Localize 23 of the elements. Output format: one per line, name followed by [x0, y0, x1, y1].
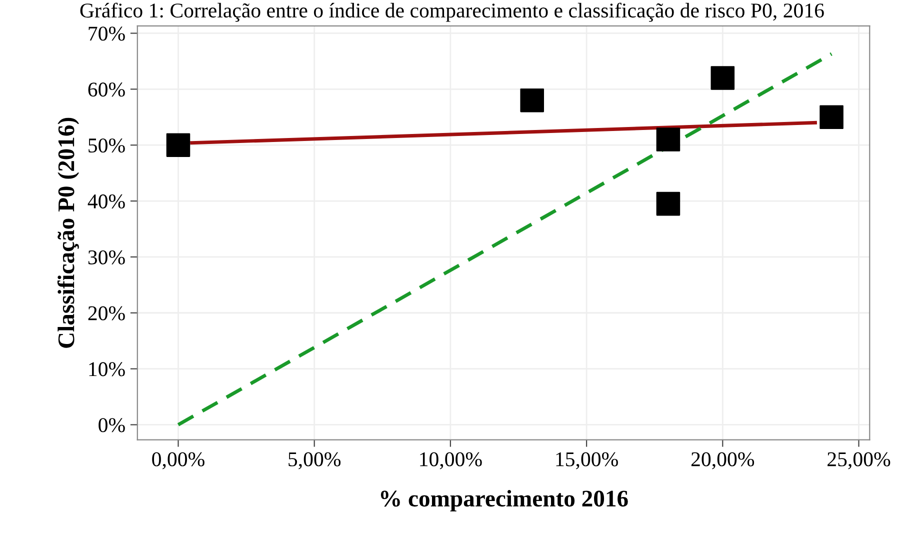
chart-title: Gráfico 1: Correlação entre o índice de comparecimento e classificação de risco P0, 2016: [80, 2, 824, 22]
x-tick-label: 25,00%: [828, 452, 890, 470]
y-tick-label: 40%: [88, 194, 125, 209]
point: [710, 66, 735, 90]
x-tick-label: 20,00%: [691, 452, 754, 470]
x-tick-label: 15,00%: [556, 452, 618, 470]
x-axis-title: % comparecimento 2016: [380, 490, 628, 512]
x-tick-label: 0,00%: [152, 452, 204, 470]
y-tick-label: 30%: [88, 250, 125, 264]
x-tick-label: 10,00%: [420, 452, 482, 470]
point: [520, 88, 544, 112]
point: [656, 128, 680, 152]
point: [820, 105, 844, 130]
point: [166, 133, 190, 157]
x-tick-label: 5,00%: [288, 452, 341, 470]
y-axis-title: Classificação P0 (2016): [57, 118, 80, 348]
point: [656, 192, 680, 216]
y-tick-label: 70%: [88, 26, 125, 41]
y-tick-label: 20%: [88, 306, 125, 320]
y-tick-label: 60%: [88, 82, 125, 97]
y-tick-label: 10%: [89, 362, 125, 376]
y-tick-label: 50%: [88, 138, 125, 153]
y-tick-label: 0%: [98, 418, 125, 432]
